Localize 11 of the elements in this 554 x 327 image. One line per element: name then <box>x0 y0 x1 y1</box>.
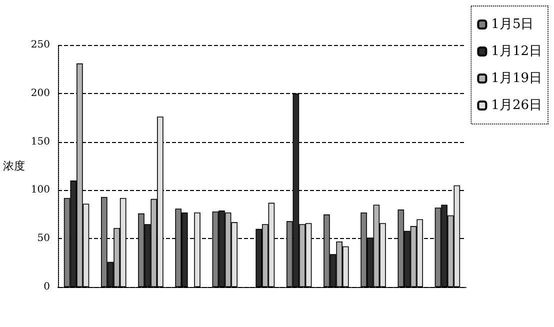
legend-label: 1月5日 <box>491 17 534 32</box>
y-tick-label: 50 <box>37 233 50 244</box>
legend-label: 1月19日 <box>491 71 542 86</box>
y-axis-title: 浓度 <box>3 160 25 172</box>
y-tick-label: 0 <box>44 282 50 292</box>
legend-label: 1月26日 <box>491 98 542 113</box>
y-tick-label: 200 <box>30 88 50 99</box>
legend-label: 1月12日 <box>491 44 542 59</box>
y-tick-label: 100 <box>30 184 50 196</box>
y-tick-label: 250 <box>30 40 50 50</box>
y-tick-label: 150 <box>30 136 50 148</box>
